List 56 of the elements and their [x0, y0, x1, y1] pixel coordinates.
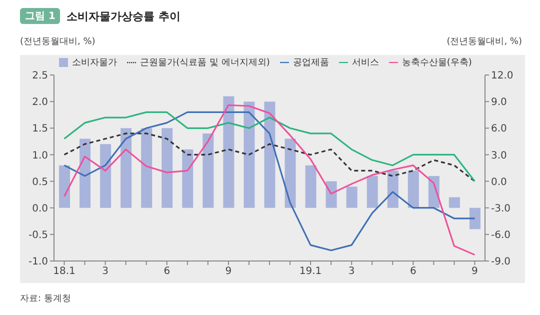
- legend-label: 근원물가(식료품 및 에너지제외): [140, 58, 270, 68]
- bar: [448, 197, 460, 208]
- x-tick-label: 19.1: [299, 266, 322, 278]
- y-tick-label: 2.0: [32, 97, 48, 108]
- bar: [162, 128, 173, 208]
- bar: [326, 181, 337, 208]
- y2-tick-label: -9.0: [491, 256, 511, 268]
- y-tick-label: 0.0: [32, 203, 48, 214]
- y2-tick-label: -3.0: [491, 203, 511, 214]
- y2-tick-label: -6.0: [491, 230, 511, 241]
- bar: [100, 144, 112, 208]
- chart-title: 소비자물가상승률 추이: [66, 8, 180, 24]
- y-tick-label: 1.5: [32, 124, 48, 135]
- x-tick-label: 9: [225, 266, 232, 278]
- y-tick-label: 0.5: [32, 176, 48, 188]
- bar: [202, 133, 214, 208]
- y-axis-title: (전년동월대비, %): [20, 36, 96, 48]
- x-tick-label: 3: [102, 266, 108, 278]
- bar: [305, 165, 316, 208]
- bar: [80, 138, 91, 208]
- bar: [346, 186, 358, 208]
- bar: [120, 128, 132, 208]
- text: 자료: 통계청: [20, 293, 71, 305]
- y-tick-label: -0.5: [28, 230, 48, 241]
- legend-label: 서비스: [352, 58, 379, 68]
- y2-tick-label: 6.0: [491, 124, 507, 135]
- y2-tick-label: 0.0: [491, 176, 507, 188]
- y2-axis-title: (전년동월대비, %): [446, 36, 522, 48]
- y-tick-label: -1.0: [28, 256, 48, 268]
- y-tick-label: 2.5: [32, 70, 48, 82]
- bar: [469, 208, 480, 230]
- legend-label: 공업제품: [292, 58, 329, 68]
- bar: [141, 128, 152, 208]
- legend-label: 소비자물가: [72, 58, 118, 68]
- x-tick-label: 9: [472, 266, 478, 278]
- x-tick-label: 6: [164, 266, 170, 278]
- x-tick-label: 6: [410, 266, 416, 278]
- caption: 그림 1: [20, 8, 60, 24]
- y-tick-label: 1.0: [32, 150, 48, 162]
- bar: [264, 102, 276, 208]
- legend-label: 농축수산물(우축): [402, 58, 472, 68]
- bar: [182, 149, 194, 208]
- bar: [366, 176, 378, 208]
- bar: [284, 138, 296, 208]
- bar: [223, 96, 234, 208]
- bar: [59, 165, 70, 208]
- bar: [387, 170, 398, 208]
- line-series: [63, 111, 476, 182]
- y2-tick-label: 3.0: [491, 150, 507, 162]
- bar: [408, 170, 419, 208]
- x-tick-label: 3: [348, 266, 355, 278]
- y2-tick-label: 12.0: [491, 70, 514, 82]
- y2-tick-label: 9.0: [491, 97, 507, 108]
- x-tick-label: 18.1: [53, 266, 76, 278]
- bar: [244, 102, 255, 208]
- line-series: [63, 132, 476, 182]
